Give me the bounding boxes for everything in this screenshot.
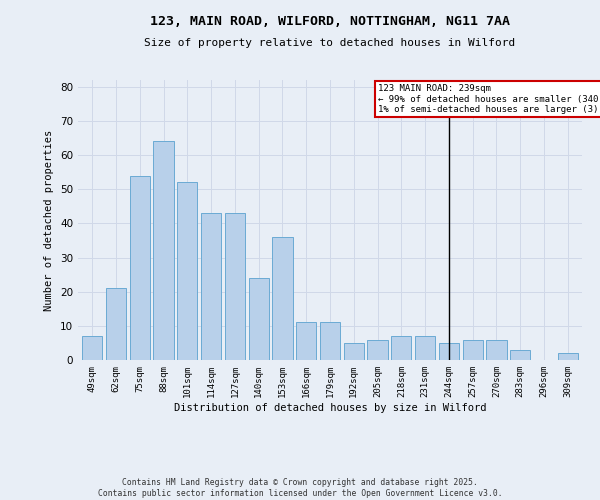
Text: 123, MAIN ROAD, WILFORD, NOTTINGHAM, NG11 7AA: 123, MAIN ROAD, WILFORD, NOTTINGHAM, NG1… [150, 15, 510, 28]
Bar [130, 176, 150, 360]
Bar [272, 237, 293, 360]
X-axis label: Distribution of detached houses by size in Wilford: Distribution of detached houses by size … [174, 402, 486, 412]
Bar [439, 343, 459, 360]
Bar [391, 336, 412, 360]
Text: 123 MAIN ROAD: 239sqm
← 99% of detached houses are smaller (340)
1% of semi-deta: 123 MAIN ROAD: 239sqm ← 99% of detached … [378, 84, 600, 114]
Bar [463, 340, 483, 360]
Bar [296, 322, 316, 360]
Y-axis label: Number of detached properties: Number of detached properties [44, 130, 55, 310]
Text: Size of property relative to detached houses in Wilford: Size of property relative to detached ho… [145, 38, 515, 48]
Bar [154, 142, 173, 360]
Bar [487, 340, 506, 360]
Bar [510, 350, 530, 360]
Bar [106, 288, 126, 360]
Bar [320, 322, 340, 360]
Bar [367, 340, 388, 360]
Bar [201, 213, 221, 360]
Bar [248, 278, 269, 360]
Bar [557, 353, 578, 360]
Bar [344, 343, 364, 360]
Bar [82, 336, 103, 360]
Bar [225, 213, 245, 360]
Bar [177, 182, 197, 360]
Text: Contains HM Land Registry data © Crown copyright and database right 2025.
Contai: Contains HM Land Registry data © Crown c… [98, 478, 502, 498]
Bar [415, 336, 435, 360]
